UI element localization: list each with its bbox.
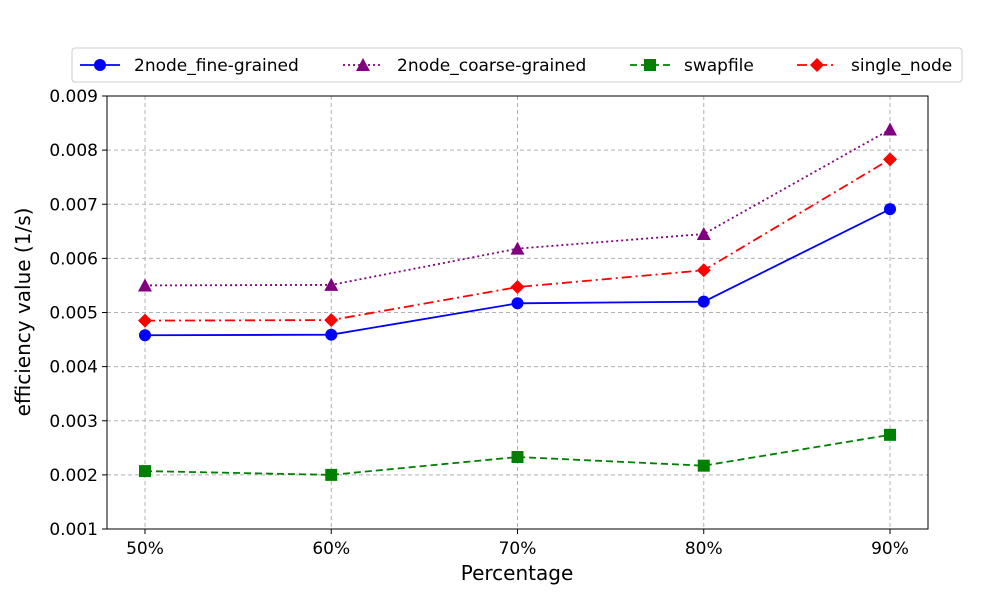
legend-item-single-node: single_node bbox=[797, 56, 952, 76]
data-point-2node-fine-grained bbox=[697, 295, 710, 308]
y-tick-label: 0.009 bbox=[49, 87, 98, 107]
data-point-single-node bbox=[696, 263, 711, 278]
legend-marker bbox=[94, 59, 106, 71]
legend-label: 2node_coarse-grained bbox=[397, 56, 586, 76]
x-tick-label: 60% bbox=[312, 539, 350, 559]
y-tick-label: 0.003 bbox=[49, 412, 98, 432]
data-point-single-node bbox=[883, 152, 897, 167]
x-axis-label: Percentage bbox=[461, 561, 574, 585]
legend-frame bbox=[71, 47, 963, 83]
data-point-single-node bbox=[324, 313, 339, 328]
data-point-swapfile bbox=[884, 428, 896, 441]
data-point-2node-fine-grained bbox=[325, 328, 338, 341]
data-point-2node-coarse-grained bbox=[510, 241, 525, 255]
y-axis: 0.001 0.002 0.003 0.004 0.005 0.006 0.007 0.008… bbox=[49, 87, 107, 540]
x-tick-label: 80% bbox=[685, 539, 723, 559]
x-axis: 50% 60% 70% 80% 90% bbox=[126, 529, 909, 559]
series-group bbox=[138, 122, 897, 481]
x-tick-label: 90% bbox=[871, 539, 909, 559]
grid bbox=[107, 95, 928, 530]
legend-marker bbox=[356, 58, 370, 71]
data-point-2node-fine-grained bbox=[511, 297, 524, 310]
data-point-single-node bbox=[510, 280, 525, 295]
legend-label: single_node bbox=[851, 56, 952, 76]
x-tick-label: 50% bbox=[126, 539, 164, 559]
y-tick-label: 0.006 bbox=[49, 249, 98, 269]
data-point-swapfile bbox=[511, 451, 524, 464]
y-tick-label: 0.007 bbox=[49, 195, 98, 215]
legend-item-swapfile: swapfile bbox=[630, 56, 754, 76]
series-2node-fine-grained bbox=[139, 203, 896, 342]
y-tick-label: 0.002 bbox=[49, 466, 98, 486]
data-point-single-node bbox=[138, 313, 152, 328]
legend-item-2node-fine-grained: 2node_fine-grained bbox=[80, 56, 299, 76]
y-axis-label: efficiency value (1/s) bbox=[11, 208, 35, 417]
data-point-2node-coarse-grained bbox=[883, 122, 897, 136]
data-point-swapfile bbox=[697, 459, 710, 472]
data-point-2node-fine-grained bbox=[139, 329, 151, 342]
y-tick-label: 0.005 bbox=[49, 304, 98, 324]
series-line-swapfile bbox=[144, 433, 891, 476]
legend: 2node_fine-grained 2node_coarse-grained sw… bbox=[71, 47, 963, 83]
series-single-node bbox=[138, 152, 897, 328]
data-point-2node-fine-grained bbox=[884, 203, 896, 216]
legend-item-2node-coarse-grained: 2node_coarse-grained bbox=[343, 56, 586, 76]
data-point-swapfile bbox=[139, 465, 151, 478]
data-point-swapfile bbox=[325, 468, 338, 481]
legend-marker bbox=[644, 59, 656, 71]
legend-marker bbox=[810, 58, 824, 72]
legend-label: 2node_fine-grained bbox=[134, 56, 299, 76]
data-point-2node-coarse-grained bbox=[696, 227, 711, 241]
series-swapfile bbox=[139, 428, 896, 481]
y-tick-label: 0.001 bbox=[49, 520, 98, 540]
x-tick-label: 70% bbox=[499, 539, 537, 559]
data-point-2node-coarse-grained bbox=[324, 277, 339, 291]
y-tick-label: 0.008 bbox=[49, 141, 98, 161]
y-tick-label: 0.004 bbox=[49, 358, 98, 378]
data-point-2node-coarse-grained bbox=[138, 278, 152, 292]
series-2node-coarse-grained bbox=[138, 122, 897, 292]
legend-label: swapfile bbox=[684, 56, 754, 76]
